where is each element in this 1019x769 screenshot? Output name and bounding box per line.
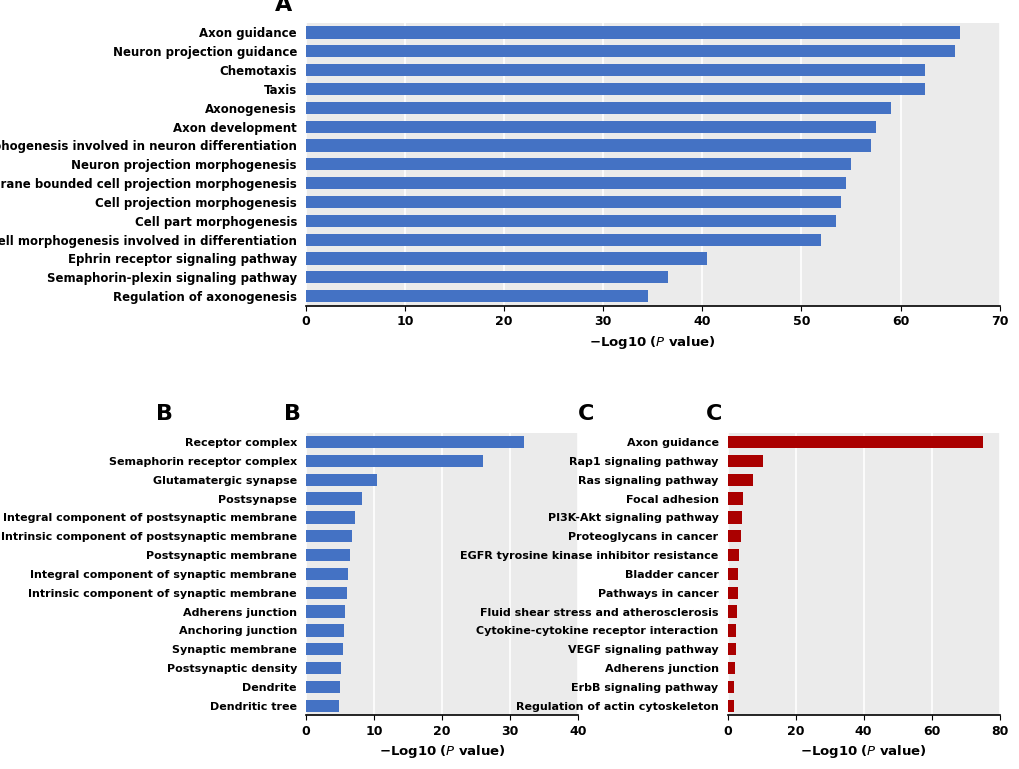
Bar	[727, 568, 738, 580]
Bar	[306, 45, 954, 58]
Bar	[306, 252, 706, 265]
Bar	[727, 662, 735, 674]
Text: B: B	[156, 404, 173, 424]
Bar	[306, 549, 350, 561]
Text: C: C	[578, 404, 594, 424]
Bar	[306, 158, 850, 171]
Bar	[306, 83, 924, 95]
Bar	[306, 587, 346, 599]
Bar	[727, 511, 741, 524]
Bar	[306, 290, 647, 302]
Bar	[306, 139, 870, 151]
Text: B: B	[283, 404, 301, 424]
Bar	[306, 436, 523, 448]
Bar	[727, 549, 739, 561]
Bar	[306, 196, 841, 208]
Bar	[306, 492, 362, 504]
Bar	[727, 681, 734, 693]
Bar	[306, 234, 820, 246]
Bar	[306, 474, 377, 486]
X-axis label: $\mathbf{-Log10\ (}$$\mathbf{\mathit{P}}$$\mathbf{\ value)}$: $\mathbf{-Log10\ (}$$\mathbf{\mathit{P}}…	[589, 334, 715, 351]
Bar	[306, 454, 482, 467]
X-axis label: $\mathbf{-Log10\ (}$$\mathbf{\mathit{P}}$$\mathbf{\ value)}$: $\mathbf{-Log10\ (}$$\mathbf{\mathit{P}}…	[800, 744, 926, 761]
Bar	[306, 64, 924, 76]
Bar	[727, 454, 762, 467]
Bar	[727, 587, 737, 599]
Bar	[727, 643, 735, 655]
Bar	[727, 700, 733, 712]
Bar	[306, 624, 343, 637]
Bar	[727, 624, 736, 637]
Bar	[306, 662, 341, 674]
X-axis label: $\mathbf{-Log10\ (}$$\mathbf{\mathit{P}}$$\mathbf{\ value)}$: $\mathbf{-Log10\ (}$$\mathbf{\mathit{P}}…	[378, 744, 504, 761]
Bar	[727, 605, 737, 618]
Bar	[306, 511, 355, 524]
Bar	[306, 177, 845, 189]
Text: A: A	[274, 0, 291, 15]
Bar	[306, 121, 875, 133]
Bar	[306, 26, 959, 38]
Bar	[306, 215, 836, 227]
Bar	[727, 530, 741, 542]
Bar	[727, 474, 752, 486]
Bar	[306, 568, 347, 580]
Bar	[306, 605, 345, 618]
Bar	[306, 643, 342, 655]
Bar	[306, 271, 667, 284]
Bar	[306, 530, 352, 542]
Bar	[727, 436, 981, 448]
Bar	[306, 700, 338, 712]
Bar	[727, 492, 742, 504]
Text: C: C	[705, 404, 721, 424]
Bar	[306, 102, 890, 114]
Bar	[306, 681, 339, 693]
